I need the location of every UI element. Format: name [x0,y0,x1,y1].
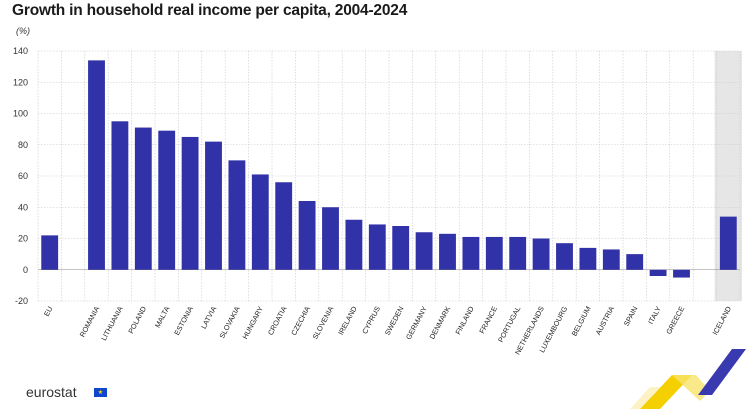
x-tick-label: Greece [664,305,686,336]
bar [439,233,456,270]
x-tick-label: Poland [126,305,148,335]
x-tick-label: Slovakia [217,305,241,340]
y-tick-label: 100 [13,109,28,119]
bar [602,249,620,270]
x-tick-label: Iceland [710,305,733,337]
bar [322,207,339,270]
bar [462,236,480,270]
x-tick-label: Ireland [336,305,359,337]
x-tick-label: Latvia [199,305,218,331]
x-tick-label: Sweden [383,305,406,337]
bar [579,247,597,270]
bar [251,174,269,270]
bar [415,232,433,270]
x-tick-label: Portugal [496,305,522,344]
y-tick-label: 40 [18,202,28,212]
x-tick-label: France [477,305,499,335]
bar [532,238,550,270]
y-tick-label: 60 [18,171,28,181]
bar [649,269,667,276]
bar [205,141,222,270]
x-tick-label: Slovenia [310,305,335,341]
bar [673,269,690,278]
x-tick-label: Austria [593,305,616,337]
eu-flag-icon: ★ [94,388,107,397]
bar [485,236,503,270]
bar [41,235,59,270]
bar [298,201,316,270]
x-tick-label: Finland [453,305,475,336]
y-tick-label: 20 [18,234,28,244]
x-tick-label: EU [42,305,55,318]
x-tick-label: Estonia [172,305,195,337]
bar [392,226,410,270]
bar [509,236,527,270]
x-tick-label: Malta [153,305,172,330]
bar [345,219,363,270]
x-tick-label: Denmark [427,305,452,341]
x-tick-label: Hungary [240,305,265,341]
x-tick-label: Croatia [266,305,289,337]
bar [368,224,386,270]
bar [719,216,737,270]
x-tick-label: Romania [78,305,102,339]
y-tick-label: -20 [15,296,28,306]
y-tick-label: 80 [18,140,28,150]
x-tick-label: Czechia [289,305,312,337]
bar [181,136,199,270]
eurostat-logo: eurostat [26,384,77,400]
bar [275,182,293,270]
x-tick-label: Germany [404,305,429,341]
x-tick-label: Italy [646,305,663,326]
bar [111,121,129,270]
bar [158,130,176,270]
x-tick-label: Belgium [570,305,593,338]
bar [228,160,246,270]
x-tick-label: Lithuania [99,305,125,343]
eurostat-decoration-icon [630,349,746,409]
bar [134,127,152,270]
y-tick-label: 0 [23,265,28,275]
x-tick-label: Cyprus [360,305,382,336]
chart-title: Growth in household real income per capi… [12,2,408,19]
bar [88,60,105,270]
y-axis-unit: (%) [16,26,30,36]
x-tick-label: Spain [622,305,640,328]
bar [626,254,644,270]
y-tick-label: 140 [13,46,28,56]
bar [556,243,573,270]
y-tick-label: 120 [13,77,28,87]
